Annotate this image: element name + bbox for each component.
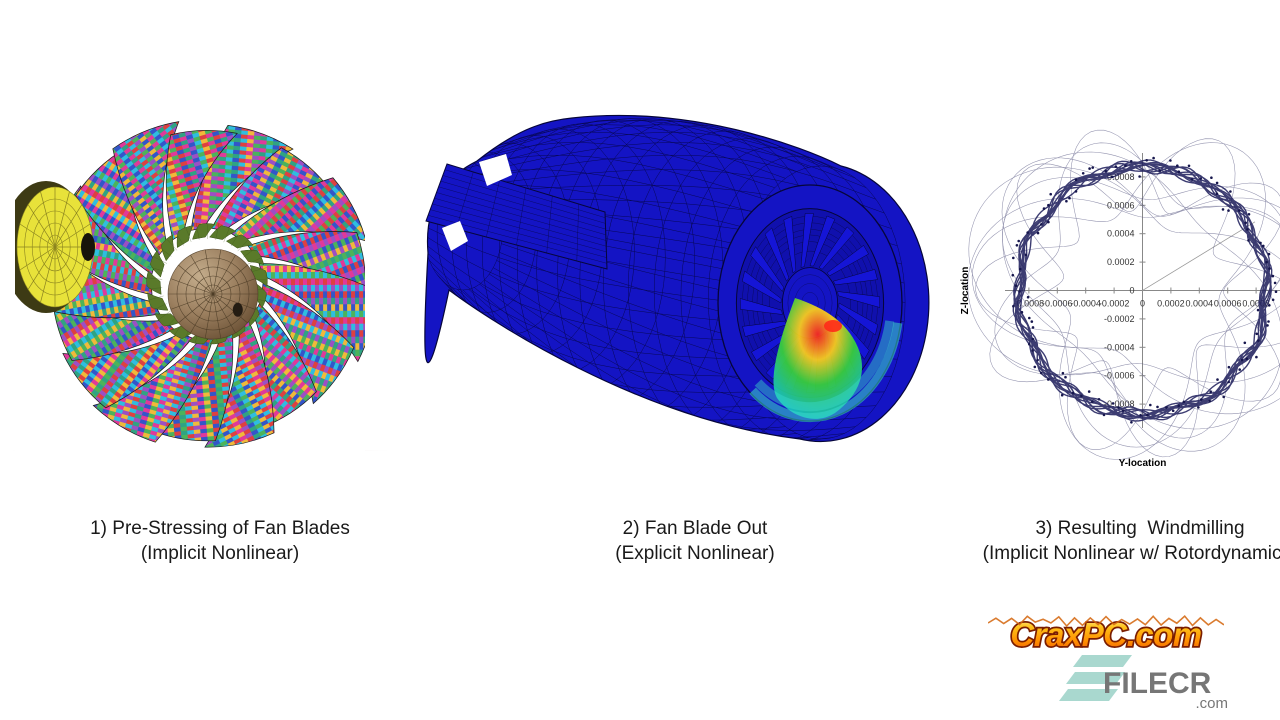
svg-text:0.0004: 0.0004 [1186, 299, 1214, 309]
svg-text:Y-location: Y-location [1119, 458, 1167, 469]
svg-text:Z-location: Z-location [960, 267, 971, 315]
svg-text:-0.0006: -0.0006 [1042, 299, 1073, 309]
svg-text:0.0004: 0.0004 [1107, 229, 1135, 239]
svg-text:-0.0002: -0.0002 [1099, 299, 1130, 309]
svg-text:-0.0004: -0.0004 [1104, 342, 1135, 352]
svg-text:-0.0004: -0.0004 [1070, 299, 1101, 309]
svg-text:0.0002: 0.0002 [1107, 257, 1135, 267]
svg-text:0: 0 [1129, 286, 1134, 296]
svg-text:0.0002: 0.0002 [1157, 299, 1185, 309]
svg-text:-0.0002: -0.0002 [1104, 314, 1135, 324]
svg-text:0: 0 [1140, 299, 1145, 309]
svg-text:.com: .com [1195, 695, 1228, 710]
svg-text:0.0006: 0.0006 [1107, 200, 1135, 210]
